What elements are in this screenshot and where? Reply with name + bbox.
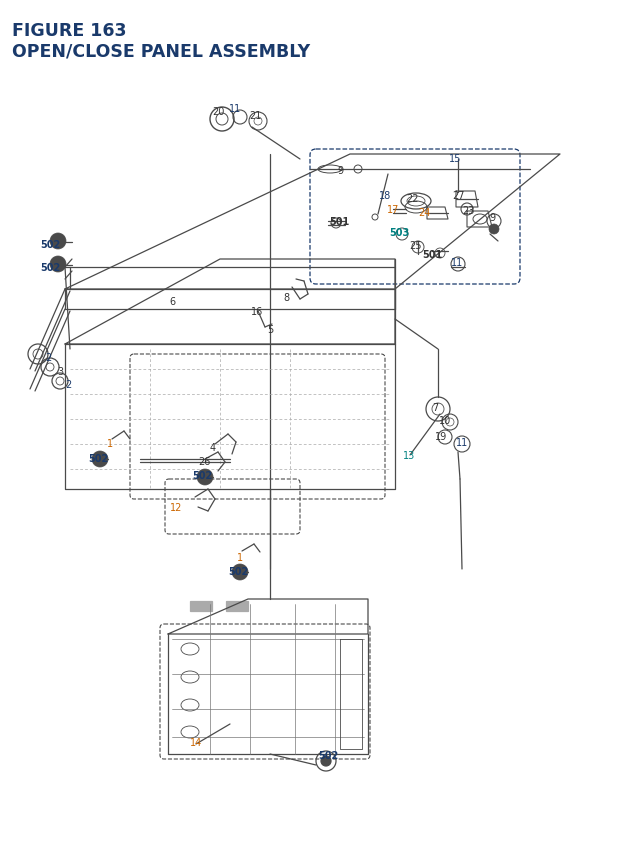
Bar <box>226 601 248 611</box>
Text: 1: 1 <box>237 553 243 562</box>
Text: 2: 2 <box>65 380 71 389</box>
Text: 9: 9 <box>489 213 495 223</box>
Text: 3: 3 <box>57 367 63 376</box>
Circle shape <box>197 469 213 486</box>
Text: 502: 502 <box>40 239 60 250</box>
Text: 502: 502 <box>40 263 60 273</box>
Circle shape <box>232 564 248 580</box>
Bar <box>190 601 212 611</box>
Text: 21: 21 <box>249 111 261 121</box>
Text: 10: 10 <box>439 416 451 425</box>
Circle shape <box>321 756 331 766</box>
Text: 11: 11 <box>229 104 241 114</box>
Text: 501: 501 <box>422 250 442 260</box>
Circle shape <box>50 257 66 273</box>
Circle shape <box>92 451 108 468</box>
Text: 5: 5 <box>267 325 273 335</box>
Text: 20: 20 <box>212 107 224 117</box>
Text: 2: 2 <box>45 353 51 362</box>
Text: 14: 14 <box>190 737 202 747</box>
Text: 27: 27 <box>452 191 464 201</box>
Text: 12: 12 <box>170 503 182 512</box>
Text: 502: 502 <box>192 470 212 480</box>
Text: 9: 9 <box>337 166 343 176</box>
Text: 16: 16 <box>251 307 263 317</box>
Text: 4: 4 <box>210 443 216 453</box>
Text: 13: 13 <box>403 450 415 461</box>
Text: OPEN/CLOSE PANEL ASSEMBLY: OPEN/CLOSE PANEL ASSEMBLY <box>12 42 310 60</box>
Circle shape <box>489 225 499 235</box>
Text: 15: 15 <box>449 154 461 164</box>
Text: 18: 18 <box>379 191 391 201</box>
Circle shape <box>50 233 66 250</box>
Text: 11: 11 <box>456 437 468 448</box>
Text: 23: 23 <box>462 206 474 216</box>
Text: 1: 1 <box>107 438 113 449</box>
Text: 501: 501 <box>329 217 349 226</box>
Text: 502: 502 <box>318 750 338 760</box>
Text: 17: 17 <box>387 205 399 214</box>
Text: 503: 503 <box>389 228 409 238</box>
Text: 502: 502 <box>88 454 108 463</box>
Text: 6: 6 <box>169 297 175 307</box>
Text: 19: 19 <box>435 431 447 442</box>
Text: 7: 7 <box>432 403 438 412</box>
Text: 25: 25 <box>409 241 421 251</box>
Text: 24: 24 <box>418 208 430 218</box>
Text: 26: 26 <box>198 456 210 467</box>
Text: FIGURE 163: FIGURE 163 <box>12 22 127 40</box>
Text: 8: 8 <box>283 293 289 303</box>
Text: 502: 502 <box>228 567 248 576</box>
Text: 11: 11 <box>451 257 463 268</box>
Text: 22: 22 <box>406 194 419 204</box>
